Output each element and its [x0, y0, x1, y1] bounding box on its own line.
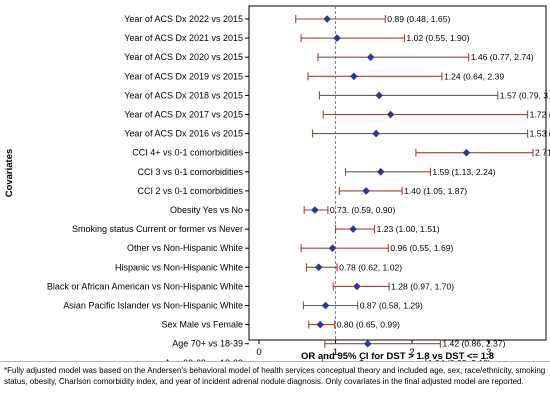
covariate-label: Black or African American vs Non-Hispani…	[47, 281, 243, 291]
or-marker	[362, 187, 370, 195]
covariate-label: Other vs Non-Hispanic White	[127, 243, 243, 253]
ci-value-label: 1.34 (0.83, 2.18)	[428, 358, 491, 362]
ci-value-label: 0.96 (0.55, 1.69)	[390, 243, 453, 253]
or-marker	[372, 129, 380, 138]
plot-area: 0 1 2 3 Year of ACS Dx 2022 vs 2015 0.89 (0.4…	[47, 5, 550, 362]
covariate-label: Asian Pacific Islander vs Non-Hispanic W…	[63, 301, 243, 311]
covariate-label: Year of ACS Dx 2020 vs 2015	[124, 52, 243, 62]
covariate-label: Smoking status Current or former vs Neve…	[72, 224, 243, 234]
ci-value-label: 1.28 (0.97, 1.70)	[391, 281, 454, 291]
y-axis-title: Covariates	[4, 149, 15, 198]
or-marker	[316, 320, 325, 329]
or-marker	[366, 53, 375, 61]
ci-value-label: 1.23 (1.00, 1.51)	[377, 224, 440, 234]
ci-value-label: 0.80 (0.65, 0.99)	[337, 320, 400, 330]
ci-value-label: 1.57 (0.79, 3.12)	[500, 90, 550, 100]
ci-value-label: 1.40 (1.05, 1.87)	[404, 186, 467, 196]
covariate-label: CCI 4+ vs 0-1 comorbidities	[132, 148, 243, 158]
or-marker	[311, 206, 319, 214]
ci-value-label: 1.02 (0.55, 1.90)	[406, 33, 469, 43]
ci-value-label: 2.71 (2.05, 3.58)	[535, 148, 550, 158]
or-marker	[462, 148, 471, 157]
covariate-label: Age 60-69 vs 18-39	[164, 358, 243, 362]
ci-value-label: 0.87 (0.58, 1.29)	[360, 301, 423, 311]
covariate-label: Year of ACS Dx 2017 vs 2015	[124, 110, 243, 120]
or-marker	[375, 91, 383, 100]
ci-value-label: 0.73. (0.59, 0.90)	[330, 205, 396, 215]
covariate-label: Year of ACS Dx 2016 vs 2015	[124, 129, 243, 139]
or-marker	[350, 72, 358, 81]
plot-frame	[248, 5, 547, 341]
x-tick-label: 1	[333, 347, 338, 358]
ci-value-label: 0.89 (0.48, 1.65)	[387, 14, 450, 24]
covariate-label: CCI 3 vs 0-1 comorbidities	[137, 167, 243, 177]
covariate-label: Age 70+ vs 18-39	[172, 339, 243, 349]
ci-value-label: 1.53 (0.70, 3.51)	[530, 129, 550, 139]
or-marker	[314, 263, 323, 272]
x-tick-label: 2	[409, 347, 414, 358]
covariate-label: Sex Male vs Female	[161, 320, 243, 330]
footnote-divider	[0, 361, 550, 362]
covariate-label: CCI 2 vs 0-1 comorbidities	[137, 186, 243, 196]
or-marker	[333, 34, 341, 42]
ci-value-label: 0.78 (0.62, 1.02)	[339, 262, 402, 272]
x-tick-label: 3	[486, 347, 491, 358]
or-marker	[323, 15, 331, 23]
ci-value-label: 1.46 (0.77, 2.74)	[471, 52, 534, 62]
covariate-label: Year of ACS Dx 2018 vs 2015	[124, 90, 243, 100]
or-marker	[386, 110, 395, 119]
x-tick-label: 0	[256, 347, 261, 358]
forest-plot: 0 1 2 3 Year of ACS Dx 2022 vs 2015 0.89 (0.4…	[4, 5, 550, 362]
or-marker	[363, 339, 372, 348]
or-marker	[353, 282, 361, 291]
ci-value-label: 1.72 (0.84, 3.51)	[530, 110, 550, 120]
covariate-label: Year of ACS Dx 2019 vs 2015	[124, 71, 243, 81]
or-marker	[349, 225, 357, 233]
x-axis-title: OR and 95% CI for DST > 1.8 vs DST <= 1.…	[301, 351, 494, 362]
covariate-label: Year of ACS Dx 2021 vs 2015	[124, 33, 243, 43]
covariate-label: Hispanic vs Non-Hispanic White	[115, 262, 243, 272]
ci-value-label: 1.24 (0.64, 2.39	[444, 71, 504, 81]
footnote: *Fully adjusted model was based on the A…	[4, 366, 546, 386]
ci-value-label: 1.59 (1.13, 2.24)	[432, 167, 495, 177]
ci-value-label: 1.42 (0.86, 2.37)	[442, 339, 505, 349]
covariate-label: Obesity Yes vs No	[170, 205, 243, 215]
or-marker	[321, 301, 330, 310]
or-marker	[328, 244, 337, 252]
covariate-label: Year of ACS Dx 2022 vs 2015	[124, 14, 243, 24]
or-marker	[376, 168, 385, 176]
